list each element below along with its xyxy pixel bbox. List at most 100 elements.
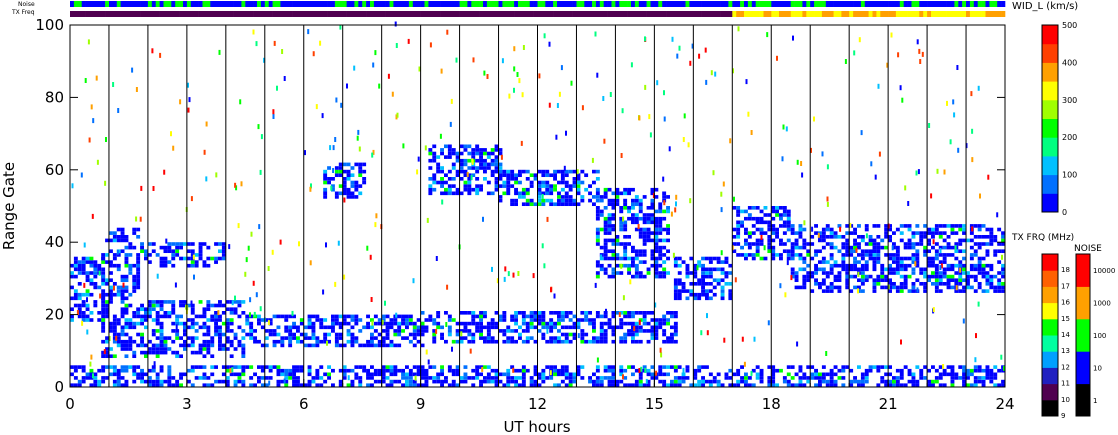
echo-cell xyxy=(370,343,374,348)
echo-cell xyxy=(447,184,452,188)
echo-cell xyxy=(650,332,655,337)
echo-cell xyxy=(615,311,620,315)
echo-cell xyxy=(595,314,600,319)
echo-cell xyxy=(969,245,974,250)
echo-cell xyxy=(611,314,616,319)
echo-cell xyxy=(210,339,215,344)
echo-cell xyxy=(934,224,939,228)
echo-cell xyxy=(467,184,472,188)
echo-cell xyxy=(210,256,215,261)
echo-cell xyxy=(654,376,659,380)
echo-cell xyxy=(560,339,565,344)
echo-cell xyxy=(494,162,499,167)
echo-cell xyxy=(486,332,491,337)
echo-cell xyxy=(455,321,460,326)
echo-cell xyxy=(724,274,729,279)
echo-cell xyxy=(120,332,125,337)
echo-cell xyxy=(570,80,573,86)
echo-cell xyxy=(872,224,877,228)
echo-cell xyxy=(666,372,670,377)
echo-cell xyxy=(218,303,222,308)
echo-cell xyxy=(490,325,495,330)
echo-cell xyxy=(288,325,293,330)
echo-cell xyxy=(451,339,456,344)
noise-strip-cell xyxy=(619,1,624,7)
echo-cell xyxy=(806,263,811,268)
echo-cell xyxy=(372,149,375,155)
echo-cell xyxy=(833,231,838,235)
txfreq-strip-cell xyxy=(895,11,901,17)
echo-cell xyxy=(650,253,655,257)
echo-cell xyxy=(463,365,468,369)
echo-cell xyxy=(915,231,920,235)
echo-cell xyxy=(537,311,542,315)
echo-cell xyxy=(307,365,312,369)
echo-cell xyxy=(892,242,896,246)
echo-cell xyxy=(381,339,386,344)
echo-cell xyxy=(736,372,741,377)
echo-cell xyxy=(486,329,491,333)
echo-cell xyxy=(557,195,561,199)
echo-cell xyxy=(919,282,924,286)
echo-cell xyxy=(907,224,912,228)
noise-strip-cell xyxy=(958,1,963,7)
echo-cell xyxy=(303,325,308,330)
echo-cell xyxy=(101,253,106,257)
echo-cell xyxy=(326,340,328,346)
echo-cell xyxy=(334,336,339,340)
echo-cell xyxy=(444,191,448,196)
echo-cell xyxy=(594,31,597,37)
echo-cell xyxy=(210,318,215,322)
noise-strip-cell xyxy=(405,1,410,7)
echo-cell xyxy=(272,109,275,115)
echo-cell xyxy=(136,321,141,326)
echo-cell xyxy=(202,263,207,268)
echo-cell xyxy=(467,151,472,156)
echo-cell xyxy=(693,292,698,297)
echo-cell xyxy=(71,183,74,189)
echo-cell xyxy=(381,379,386,384)
txfreq-strip-cell xyxy=(997,11,1002,17)
echo-cell xyxy=(884,285,889,290)
echo-cell xyxy=(802,242,807,246)
echo-cell xyxy=(841,376,846,380)
echo-cell xyxy=(712,292,717,297)
echo-cell xyxy=(385,383,390,388)
echo-cell xyxy=(105,278,109,283)
echo-cell xyxy=(646,329,651,333)
echo-cell xyxy=(513,87,515,93)
echo-cell xyxy=(973,263,978,268)
echo-cell xyxy=(853,50,856,56)
echo-cell xyxy=(120,249,125,254)
echo-cell xyxy=(676,53,679,59)
echo-cell xyxy=(697,260,702,264)
echo-cell xyxy=(705,267,709,272)
echo-cell xyxy=(510,329,515,333)
echo-cell xyxy=(502,184,507,188)
noise-strip-cell xyxy=(299,1,305,7)
echo-cell xyxy=(112,321,117,326)
echo-cell xyxy=(455,191,460,196)
echo-cell xyxy=(841,260,846,264)
echo-cell xyxy=(101,339,106,344)
txfreq-strip-cell xyxy=(919,11,924,17)
echo-cell xyxy=(459,336,464,340)
echo-cell xyxy=(997,383,1002,388)
echo-cell xyxy=(857,245,861,250)
noise-strip-cell xyxy=(802,1,807,7)
echo-cell xyxy=(837,263,842,268)
echo-cell xyxy=(611,206,616,210)
echo-cell xyxy=(996,212,999,218)
echo-cell xyxy=(116,368,121,373)
echo-cell xyxy=(190,325,195,330)
txfreq-strip-cell xyxy=(381,11,386,17)
echo-cell xyxy=(311,332,316,337)
echo-cell xyxy=(183,329,187,333)
echo-cell xyxy=(895,256,900,261)
echo-cell xyxy=(697,282,702,286)
echo-cell xyxy=(568,311,573,315)
noise-colorbar-segment xyxy=(1076,254,1090,287)
echo-cell xyxy=(650,256,655,261)
echo-cell xyxy=(833,379,838,384)
echo-cell xyxy=(346,332,351,337)
